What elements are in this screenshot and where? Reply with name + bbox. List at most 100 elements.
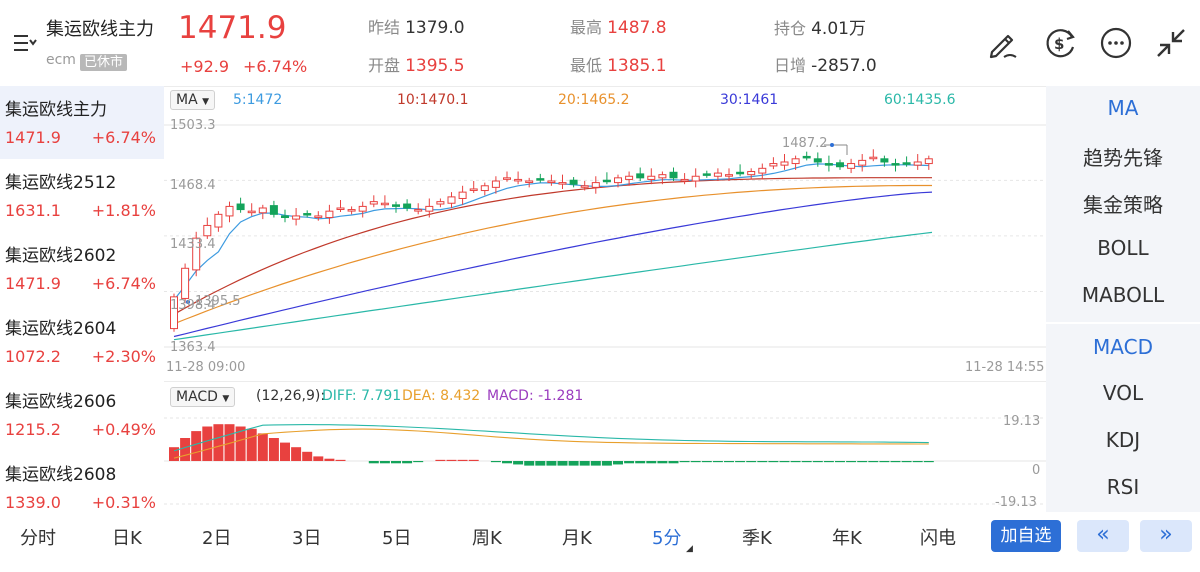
sidebar-item-main[interactable]: 集运欧线主力 1471.9 +6.74% [0,86,164,159]
sidebar-item-2602[interactable]: 集运欧线2602 1471.9 +6.74% [0,232,164,305]
sidebar-item-2608[interactable]: 集运欧线2608 1339.0 +0.31% [0,451,164,512]
contract-list-icon[interactable] [12,32,38,54]
draw-pen-icon[interactable] [986,26,1020,60]
macd-bar [757,461,768,463]
indicator-strategy[interactable]: 集金策略 [1083,193,1163,217]
macd-bar [724,461,734,463]
tab-year-k[interactable]: 年K [832,528,862,549]
price-change: +92.9 [180,57,230,76]
stat-open-interest: 持仓 4.01万 [774,19,866,39]
macd-bar [224,424,235,461]
macd-bar [291,447,302,461]
macd-bar [679,461,690,463]
candle-body [558,182,567,185]
macd-bar [169,447,179,461]
candle-body [791,158,800,165]
candle-body [225,205,234,217]
candle-body [358,205,367,212]
candle-body [380,202,389,206]
candle-body [891,163,900,166]
tab-5min[interactable]: 5分 [652,528,682,549]
tab-timeshare[interactable]: 分时 [20,528,56,549]
ma20-label: 20:1465.2 [558,92,630,108]
macd-params: (12,26,9): [256,388,326,404]
stat-open: 开盘 1395.5 [368,56,465,76]
candle-body [314,215,323,218]
price-change-pct: +6.74% [243,57,308,76]
macd-bar [823,461,834,463]
candle-body [480,185,489,192]
stat-prev-settle: 昨结 1379.0 [368,18,465,38]
macd-bar [746,461,757,463]
more-options-icon[interactable] [1098,25,1134,61]
sidebar-item-price: 1339.0 [5,493,61,512]
y-tick-4: 1398.4 [170,298,216,313]
sidebar-item-change: +1.81% [91,201,156,220]
candle-body [458,191,467,199]
indicator-macd[interactable]: MACD [1093,335,1153,359]
macd-bar [646,461,657,464]
sidebar-item-2512[interactable]: 集运欧线2512 1631.1 +1.81% [0,159,164,232]
macd-bar [413,461,424,463]
candle-body [780,161,789,166]
sidebar-item-2606[interactable]: 集运欧线2606 1215.2 +0.49% [0,378,164,451]
trade-icon[interactable]: $ [1042,25,1078,61]
candle-body [536,178,545,181]
candle-body [869,156,878,160]
period-tab-bar: 分时 日K 2日 3日 5日 周K 月K 5分 ◢ 季K 年K 闪电 加自选 «… [0,512,1200,572]
macd-bar [846,461,857,463]
macd-y-top: 19.13 [1003,414,1041,429]
candle-body [647,175,656,180]
add-watchlist-button[interactable]: 加自选 [991,520,1061,552]
indicator-kdj[interactable]: KDJ [1105,428,1141,452]
macd-bar [768,461,779,463]
candle-body [691,175,700,182]
indicator-maboll[interactable]: MABOLL [1081,283,1165,307]
tab-day-k[interactable]: 日K [112,528,142,549]
candle-body [281,215,289,219]
ma10-line [173,177,932,315]
tab-2day[interactable]: 2日 [202,528,232,549]
prev-contract-button[interactable]: « [1077,520,1129,552]
y-tick-3: 1433.4 [170,237,216,252]
kline-gridlines [164,124,1046,348]
candle-body [525,180,534,184]
tab-week-k[interactable]: 周K [472,528,502,549]
ma60-label: 60:1435.6 [884,92,956,108]
macd-bar [635,461,646,464]
main-indicator-selector[interactable]: MA ▼ [170,90,216,110]
macd-y-bottom: -19.13 [995,495,1037,510]
kline-chart[interactable] [164,110,1046,380]
indicator-ma[interactable]: MA [1107,96,1139,120]
tab-5day[interactable]: 5日 [382,528,412,549]
macd-bar [302,451,313,461]
macd-bar [268,438,279,461]
candle-body [702,173,711,176]
tab-quarter-k[interactable]: 季K [742,528,772,549]
candle-body [447,196,456,204]
macd-bar [690,461,701,463]
indicator-trend[interactable]: 趋势先锋 [1083,146,1163,170]
macd-bar [368,461,379,464]
tab-flash[interactable]: 闪电 [920,528,956,549]
macd-chart[interactable] [164,408,1046,512]
macd-bar [712,461,723,463]
indicator-vol[interactable]: VOL [1102,381,1144,405]
sidebar-item-2604[interactable]: 集运欧线2604 1072.2 +2.30% [0,305,164,378]
collapse-fullscreen-icon[interactable] [1154,26,1188,60]
indicator-boll[interactable]: BOLL [1097,236,1149,260]
sub-indicator-selector[interactable]: MACD ▼ [170,387,236,407]
candle-body [847,163,856,169]
candle-body [602,179,611,183]
tab-month-k[interactable]: 月K [562,528,592,549]
macd-bar [812,461,823,463]
candle-body [491,180,500,188]
candle-body [436,201,445,205]
next-contract-button[interactable]: » [1140,520,1192,552]
macd-bar [613,461,623,465]
indicator-rsi[interactable]: RSI [1106,475,1140,499]
tab-3day[interactable]: 3日 [292,528,322,549]
sidebar-item-name: 集运欧线主力 [5,100,107,120]
tab-5min-dropdown-icon[interactable]: ◢ [686,544,693,554]
candle-body [569,179,578,185]
